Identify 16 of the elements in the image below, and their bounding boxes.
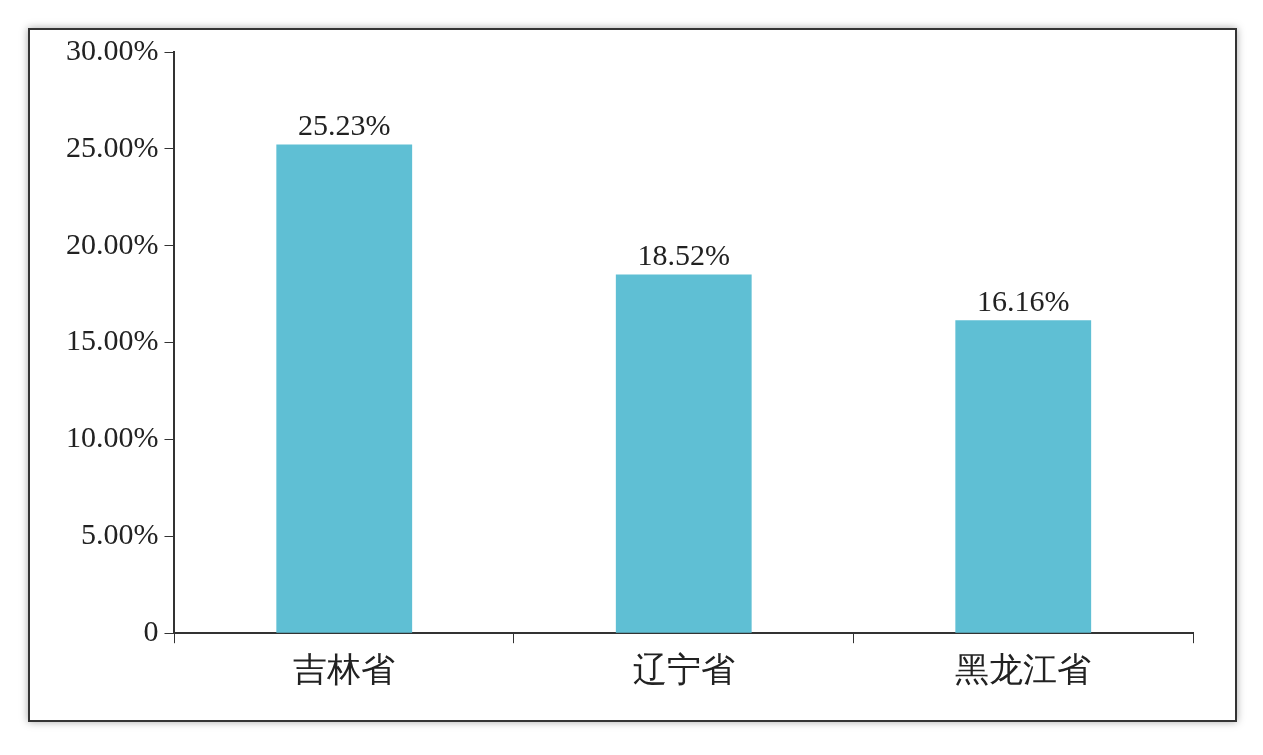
y-tick-label: 10.00% xyxy=(65,420,159,454)
x-tick-label: 黑龙江省 xyxy=(955,650,1092,688)
y-tick-label: 25.00% xyxy=(65,129,159,163)
data-label: 16.16% xyxy=(977,284,1070,317)
x-tick-label: 吉林省 xyxy=(293,650,396,688)
y-tick-label: 15.00% xyxy=(65,323,159,357)
y-tick-label: 5.00% xyxy=(80,517,159,551)
y-tick-label: 30.00% xyxy=(65,32,159,66)
data-label: 25.23% xyxy=(297,108,391,142)
y-tick-label: 20.00% xyxy=(65,226,159,260)
data-label: 18.52% xyxy=(637,238,730,272)
x-tick-label: 辽宁省 xyxy=(632,650,735,688)
bar xyxy=(276,144,413,633)
bar xyxy=(615,274,752,633)
bar xyxy=(955,320,1092,633)
y-tick-label: 0 xyxy=(143,614,159,648)
